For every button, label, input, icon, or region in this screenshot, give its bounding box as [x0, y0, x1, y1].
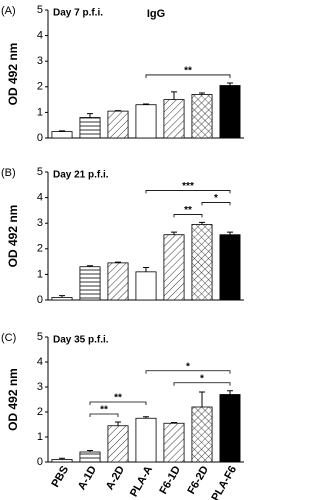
- error-bar: [59, 457, 65, 460]
- bar: [135, 271, 157, 301]
- bar: [163, 422, 185, 463]
- y-tick-label: 1: [37, 268, 43, 280]
- y-tick-label: 5: [37, 331, 43, 343]
- panel-label: (B): [1, 167, 16, 179]
- y-axis-label: OD 492 nm: [6, 43, 20, 106]
- error-bar: [115, 261, 121, 263]
- x-tick-label: PLA-A: [128, 464, 155, 499]
- significance-label: *: [214, 193, 218, 204]
- bar: [51, 131, 73, 139]
- error-bar: [199, 391, 205, 407]
- bar: [219, 234, 241, 301]
- x-tick-label: F6-1D: [157, 464, 183, 497]
- y-tick-label: 5: [37, 4, 43, 16]
- significance-label: **: [184, 205, 192, 216]
- significance-bracket: [173, 382, 231, 386]
- panel-label: (C): [1, 332, 16, 344]
- error-bar: [171, 231, 177, 235]
- y-tick-label: 1: [37, 431, 43, 443]
- y-tick-label: 2: [37, 406, 43, 418]
- bar: [107, 110, 129, 139]
- y-axis-label: OD 492 nm: [6, 205, 20, 268]
- y-tick-label: 0: [37, 294, 43, 306]
- error-bar: [143, 103, 149, 105]
- bar: [79, 117, 101, 139]
- significance-bracket: [201, 202, 231, 206]
- significance-bracket: [145, 370, 231, 374]
- error-bar: [227, 82, 233, 86]
- panel-subtitle: Day 35 p.f.i.: [53, 335, 109, 346]
- significance-label: **: [114, 393, 122, 404]
- bar: [191, 94, 213, 139]
- y-tick-label: 1: [37, 106, 43, 118]
- error-bar: [87, 113, 93, 118]
- error-bar: [87, 450, 93, 452]
- error-bar: [227, 231, 233, 235]
- significance-label: **: [100, 405, 108, 416]
- y-tick-label: 3: [37, 381, 43, 393]
- panel-title: IgG: [147, 8, 165, 20]
- error-bar: [227, 390, 233, 395]
- error-bar: [171, 91, 177, 100]
- y-axis-label: OD 492 nm: [6, 368, 20, 431]
- significance-bracket: [173, 214, 203, 218]
- bar: [135, 104, 157, 139]
- panel-label: (A): [1, 5, 16, 17]
- bar: [191, 224, 213, 301]
- x-tick-label: A-2D: [104, 464, 127, 492]
- significance-bracket: [89, 401, 147, 405]
- error-bar: [199, 92, 205, 95]
- bar: [107, 425, 129, 463]
- panel-subtitle: Day 7 p.f.i.: [53, 8, 103, 19]
- bar: [79, 451, 101, 463]
- bar: [51, 297, 73, 301]
- bar: [219, 394, 241, 463]
- x-tick-label: PBS: [49, 464, 71, 490]
- bar: [191, 406, 213, 463]
- y-tick-label: 2: [37, 81, 43, 93]
- y-tick-label: 4: [37, 30, 43, 42]
- y-tick-label: 0: [37, 132, 43, 144]
- y-tick-label: 3: [37, 55, 43, 67]
- error-bar: [115, 110, 121, 112]
- significance-bracket: [145, 190, 231, 194]
- significance-label: *: [186, 361, 190, 372]
- y-tick-label: 4: [37, 192, 43, 204]
- error-bar: [87, 265, 93, 267]
- x-tick-label: F6-2D: [185, 464, 211, 497]
- y-tick-label: 2: [37, 243, 43, 255]
- y-tick-label: 5: [37, 166, 43, 178]
- x-tick-label: PLA-F6: [209, 464, 239, 500]
- significance-bracket: [89, 413, 119, 417]
- error-bar: [171, 422, 177, 424]
- significance-bracket: [145, 74, 231, 78]
- bar: [219, 85, 241, 139]
- x-tick-label: A-1D: [76, 464, 99, 492]
- y-tick-label: 0: [37, 456, 43, 468]
- y-tick-label: 3: [37, 217, 43, 229]
- bar: [107, 262, 129, 301]
- bar: [51, 459, 73, 463]
- significance-label: ***: [182, 181, 194, 192]
- error-bar: [115, 421, 121, 426]
- significance-label: *: [200, 373, 204, 384]
- significance-label: **: [184, 66, 192, 77]
- bar: [163, 234, 185, 301]
- panel-subtitle: Day 21 p.f.i.: [53, 170, 109, 181]
- bar: [135, 417, 157, 463]
- y-tick-label: 4: [37, 356, 43, 368]
- error-bar: [59, 130, 65, 132]
- error-bar: [143, 266, 149, 272]
- error-bar: [143, 416, 149, 419]
- error-bar: [59, 295, 65, 298]
- bar: [163, 99, 185, 139]
- bar: [79, 266, 101, 301]
- error-bar: [199, 221, 205, 225]
